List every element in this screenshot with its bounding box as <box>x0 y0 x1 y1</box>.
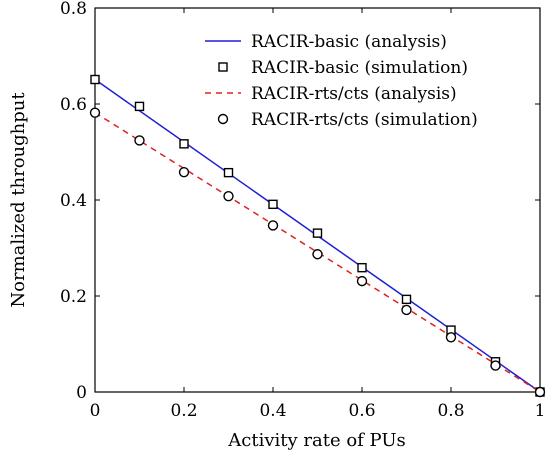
x-axis-label: Activity rate of PUs <box>227 430 406 451</box>
x-tick-label: 0.4 <box>259 401 286 421</box>
legend-item: RACIR-rts/cts (analysis) <box>205 84 457 104</box>
y-tick-label: 0.6 <box>60 95 87 115</box>
legend-marker-swatch <box>217 113 229 125</box>
data-point <box>312 228 323 238</box>
data-point <box>357 262 367 273</box>
x-tick-label: 0.6 <box>348 401 375 421</box>
y-tick-label: 0.8 <box>60 0 87 19</box>
series-layer <box>89 74 546 398</box>
legend-label: RACIR-basic (simulation) <box>251 58 468 78</box>
legend-marker-swatch <box>218 62 228 72</box>
data-point <box>356 275 368 287</box>
data-point <box>490 360 501 371</box>
data-point <box>223 190 234 202</box>
data-point <box>268 199 278 210</box>
data-point <box>312 249 323 260</box>
data-point <box>89 107 101 118</box>
legend-item: RACIR-rts/cts (simulation) <box>217 110 478 130</box>
data-point <box>223 167 234 178</box>
series-3 <box>89 107 546 398</box>
x-tick-label: 1 <box>535 401 546 421</box>
legend-label: RACIR-rts/cts (simulation) <box>251 110 478 130</box>
data-point <box>134 101 145 112</box>
data-point <box>534 386 546 398</box>
data-point <box>401 294 412 305</box>
data-point <box>267 220 279 231</box>
legend-label: RACIR-basic (analysis) <box>251 32 447 52</box>
data-point <box>90 74 100 85</box>
y-tick-label: 0.2 <box>60 287 87 307</box>
data-point <box>178 166 190 178</box>
x-tick-label: 0 <box>90 401 101 421</box>
legend-item: RACIR-basic (simulation) <box>218 58 468 78</box>
data-point <box>134 135 145 146</box>
data-point <box>401 304 412 316</box>
x-tick-label: 0.2 <box>170 401 197 421</box>
y-axis-label: Normalized throughput <box>8 92 29 308</box>
legend: RACIR-basic (analysis) RACIR-basic (simul… <box>205 32 478 130</box>
y-tick-label: 0.4 <box>60 191 87 211</box>
data-point <box>445 332 457 343</box>
y-tick-label: 0 <box>76 383 87 403</box>
axis-ticks: 0 0.2 0.4 0.6 0.8 1 0 0.2 0.4 0.6 0.8 <box>60 0 545 421</box>
legend-label: RACIR-rts/cts (analysis) <box>251 84 457 104</box>
x-tick-label: 0.8 <box>437 401 464 421</box>
data-point <box>179 139 189 149</box>
legend-item: RACIR-basic (analysis) <box>205 32 447 52</box>
